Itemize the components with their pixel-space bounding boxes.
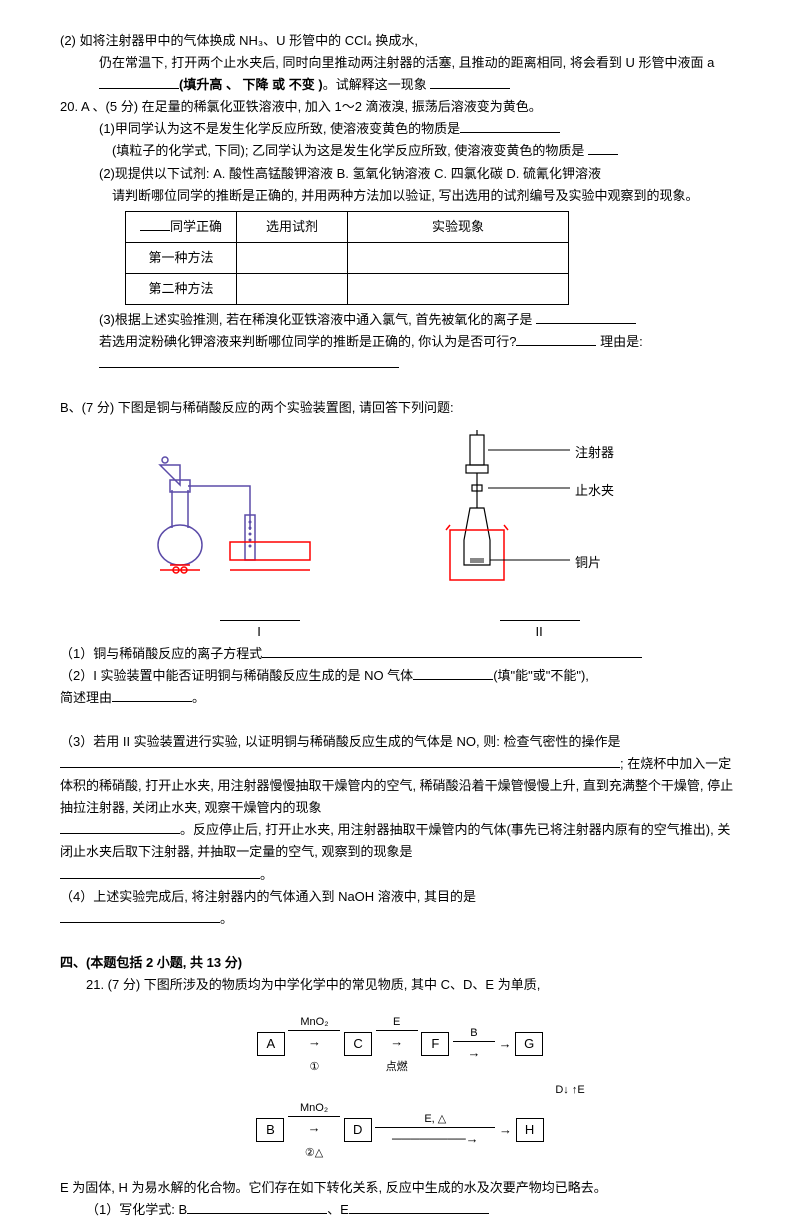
fig-II: II — [535, 621, 542, 643]
th3: 实验现象 — [348, 211, 569, 242]
label-clamp: 止水夹 — [575, 480, 614, 502]
q20-l4: (3)根据上述实验推测, 若在稀溴化亚铁溶液中通入氯气, 首先被氧化的离子是 — [60, 309, 740, 331]
B-q3a: （3）若用 II 实验装置进行实验, 以证明铜与稀硝酸反应生成的气体是 NO, … — [60, 731, 740, 753]
qB-title: B、(7 分) 下图是铜与稀硝酸反应的两个实验装置图, 请回答下列问题: — [60, 397, 740, 419]
box-C: C — [344, 1032, 372, 1056]
box-B: B — [256, 1118, 284, 1142]
q20-block: 20. A 、(5 分) 在足量的稀氯化亚铁溶液中, 加入 1～2 滴液溴, 振… — [60, 96, 740, 375]
th1: 同学正确 — [170, 219, 222, 234]
fig-I: I — [257, 621, 261, 643]
q20-l3: 请判断哪位同学的推断是正确的, 并用两种方法加以验证, 写出选用的试剂编号及实验… — [60, 185, 740, 207]
B-q1: （1）铜与稀硝酸反应的离子方程式 — [60, 643, 740, 665]
B-q2: （2）I 实验装置中能否证明铜与稀硝酸反应生成的是 NO 气体(填"能"或"不能… — [60, 665, 740, 687]
q21: 21. (7 分) 下图所涉及的物质均为中学化学中的常见物质, 其中 C、D、E… — [60, 974, 740, 996]
figure-2 — [410, 430, 670, 600]
box-D: D — [344, 1118, 372, 1142]
box-F: F — [421, 1032, 449, 1056]
label-copper: 铜片 — [575, 552, 601, 574]
B-q2c: 简述理由。 — [60, 687, 740, 709]
figure-1 — [130, 430, 350, 590]
flow-diagram: A MnO₂→① C E→点燃 F B→ → G D↓ ↑E B MnO₂→②△… — [60, 1010, 740, 1163]
q20-l5: 若选用淀粉碘化钾溶液来判断哪位同学的推断是正确的, 你认为是否可行? 理由是: — [60, 331, 740, 353]
q20-l1b: (填粒子的化学式, 下同); 乙同学认为这是发生化学反应所致, 使溶液变黄色的物… — [60, 140, 740, 162]
row1: 第一种方法 — [126, 242, 237, 273]
th2: 选用试剂 — [237, 211, 348, 242]
verify-table: 同学正确选用试剂实验现象 第一种方法 第二种方法 — [125, 211, 569, 305]
box-H: H — [516, 1118, 544, 1142]
section4-title: 四、(本题包括 2 小题, 共 13 分) — [60, 952, 740, 974]
figures: 注射器 止水夹 铜片 — [60, 430, 740, 610]
q2-l1: (2) 如将注射器甲中的气体换成 NH₃、U 形管中的 CCl₄ 换成水, — [60, 30, 740, 52]
B-q4: （4）上述实验完成后, 将注射器内的气体通入到 NaOH 溶液中, 其目的是 — [60, 886, 740, 908]
box-A: A — [257, 1032, 285, 1056]
q21-1: （1）写化学式: B、E — [60, 1199, 740, 1221]
q20-title: 20. A 、(5 分) 在足量的稀氯化亚铁溶液中, 加入 1～2 滴液溴, 振… — [60, 96, 740, 118]
q21-end: E 为固体, H 为易水解的化合物。它们存在如下转化关系, 反应中生成的水及次要… — [60, 1177, 740, 1199]
q20-l2: (2)现提供以下试剂: A. 酸性高锰酸钾溶液 B. 氢氧化钠溶液 C. 四氯化… — [60, 163, 740, 185]
figure-2-wrap: 注射器 止水夹 铜片 — [410, 430, 670, 600]
q20-l1: (1)甲同学认为这不是发生化学反应所致, 使溶液变黄色的物质是 — [60, 118, 740, 140]
label-syringe: 注射器 — [575, 442, 614, 464]
q2-block: (2) 如将注射器甲中的气体换成 NH₃、U 形管中的 CCl₄ 换成水, 仍在… — [60, 30, 740, 96]
row2: 第二种方法 — [126, 273, 237, 304]
box-G: G — [515, 1032, 543, 1056]
q2-l2: 仍在常温下, 打开两个止水夹后, 同时向里推动两注射器的活塞, 且推动的距离相同… — [60, 52, 740, 96]
